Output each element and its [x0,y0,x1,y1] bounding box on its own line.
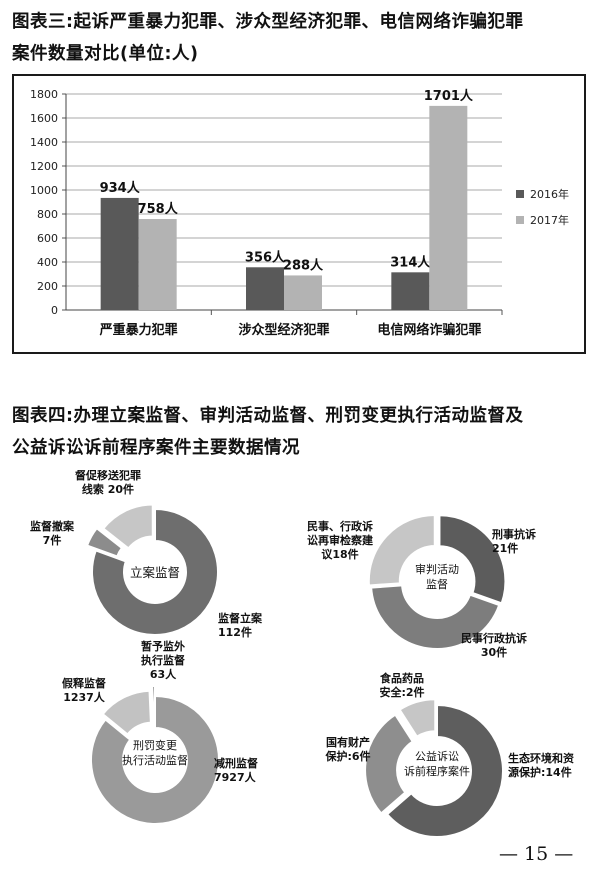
y-tick-label: 600 [37,232,58,245]
slice-label: 减刑监督 7927人 [214,756,258,784]
slice-label: 假释监督 1237人 [62,676,106,704]
bar-value-label: 758人 [138,201,179,217]
chart3-title-line2: 案件数量对比(单位:人) [12,44,199,64]
bar-chart: 0 200 400 600 800 1000 1200 1400 1600 1800 934人 758… [30,88,569,338]
bar [100,197,139,310]
chart3-title-line1: 图表三:起诉严重暴力犯罪、涉众型经济犯罪、电信网络诈骗犯罪 [12,12,524,32]
slice-label: 生态环境和资源保护:14件 [508,751,574,779]
donut-center-label: 刑罚变更执行活动监督 [122,738,188,767]
slice-label: 刑事抗诉 21件 [492,527,536,555]
y-tick-label: 1600 [30,112,58,125]
slice-label: 国有财产保护:6件 [324,735,370,763]
slice-label: 监督立案 112件 [218,611,263,639]
donut-slice [101,689,152,736]
bar-value-label: 934人 [100,180,141,196]
donut-slice [90,694,220,825]
slice-label: 民事行政抗诉 30件 [461,631,527,659]
slice-label: 民事、行政诉讼再审检察建议18件 [307,519,374,561]
chart4-title-line2: 公益诉讼诉前程序案件主要数据情况 [12,438,300,458]
x-tick-label: 电信网络诈骗犯罪 [377,322,481,338]
y-tick-label: 1400 [30,136,58,149]
chart4-title-line1: 图表四:办理立案监督、审判活动监督、刑罚变更执行活动监督及 [12,406,524,426]
donut-slice [101,503,154,550]
y-tick-label: 0 [51,304,58,317]
donut-slice [398,698,437,739]
legend-label: 2017年 [530,213,569,227]
donut-slice [367,513,436,587]
bar [429,105,468,310]
bar [246,267,284,310]
bar-value-label: 288人 [283,257,324,273]
y-tick-label: 200 [37,280,58,293]
slice-label: 暂予监外执行监督 63人 [141,639,185,681]
donut-slice [85,526,124,558]
bar [284,275,322,310]
donut-slice [385,703,504,838]
donut-center-label: 审判活动监督 [415,562,459,591]
y-tick-label: 1800 [30,88,58,101]
page-number: — 15 — [499,843,574,865]
bar [138,219,177,310]
donut-center-label: 立案监督 [130,565,180,580]
slice-label: 食品药品安全:2件 [379,671,424,699]
donut-slice [370,584,501,650]
y-tick-label: 1000 [30,184,58,197]
donut-slice [150,685,156,720]
slice-label: 督促移送犯罪线索 20件 [75,470,141,496]
donut-slice [438,514,507,605]
y-tick-label: 800 [37,208,58,221]
slice-label: 监督撤案 7件 [30,519,75,547]
y-tick-label: 1200 [30,160,58,173]
y-tick-label: 400 [37,256,58,269]
x-tick-label: 严重暴力犯罪 [99,322,178,338]
x-tick-label: 涉众型经济犯罪 [238,322,329,338]
legend-label: 2016年 [530,187,569,201]
donut-slice [364,713,415,815]
bar-value-label: 314人 [390,254,431,270]
bar [391,272,430,310]
donut-slice [91,507,219,636]
donut-center-label: 公益诉讼诉前程序案件 [404,749,470,778]
legend-swatch [516,190,524,198]
legend-swatch [516,216,524,224]
bar-value-label: 356人 [245,249,286,265]
chart3-frame: 0 200 400 600 800 1000 1200 1400 1600 1800 934人 758… [12,74,586,354]
bar-value-label: 1701人 [424,88,474,104]
